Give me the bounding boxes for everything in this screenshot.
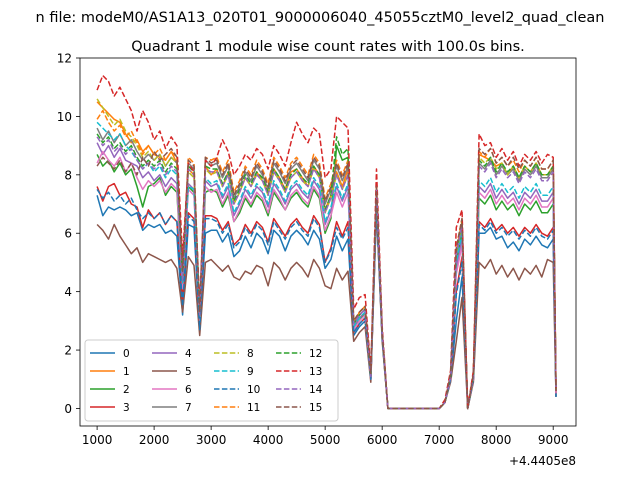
x-tick-label: 5000 bbox=[310, 433, 341, 447]
legend-label: 6 bbox=[185, 384, 192, 396]
y-tick-label: 0 bbox=[64, 402, 72, 416]
legend-label: 5 bbox=[185, 366, 192, 378]
y-tick-label: 6 bbox=[64, 227, 72, 241]
legend-label: 0 bbox=[123, 348, 130, 360]
series-line-15 bbox=[96, 147, 557, 410]
series-line-6 bbox=[96, 150, 557, 410]
series-line-10 bbox=[96, 188, 557, 410]
x-tick-label: 4000 bbox=[253, 433, 284, 447]
series-line-5 bbox=[96, 209, 557, 410]
y-tick-label: 10 bbox=[57, 110, 72, 124]
legend-label: 9 bbox=[247, 366, 254, 378]
x-tick-label: 9000 bbox=[538, 433, 569, 447]
x-tick-label: 6000 bbox=[367, 433, 398, 447]
legend-label: 14 bbox=[309, 384, 323, 396]
y-axis: 0 2 4 6 8 10 12 bbox=[57, 52, 80, 416]
series-line-14 bbox=[96, 136, 557, 410]
x-tick-label: 1000 bbox=[82, 433, 113, 447]
legend-label: 2 bbox=[123, 384, 130, 396]
series-line-2 bbox=[96, 144, 557, 410]
legend-label: 10 bbox=[247, 384, 260, 396]
legend-label: 7 bbox=[185, 402, 192, 414]
axes-frame bbox=[79, 57, 577, 427]
x-offset-label: +4.4405e8 bbox=[509, 454, 576, 468]
series-line-9 bbox=[96, 121, 557, 410]
legend-label: 3 bbox=[123, 402, 130, 414]
y-tick-label: 2 bbox=[64, 344, 72, 358]
legend-label: 1 bbox=[123, 366, 130, 378]
series-layer bbox=[96, 74, 557, 410]
series-line-4 bbox=[96, 142, 557, 410]
series-line-12 bbox=[96, 133, 557, 410]
x-tick-label: 2000 bbox=[139, 433, 170, 447]
legend-label: 13 bbox=[309, 366, 322, 378]
series-line-13 bbox=[96, 74, 557, 410]
legend-label: 15 bbox=[309, 402, 322, 414]
x-tick-label: 3000 bbox=[196, 433, 227, 447]
legend-label: 11 bbox=[247, 402, 260, 414]
legend-frame bbox=[84, 339, 339, 422]
x-axis: 1000 2000 3000 4000 5000 6000 7000 8000 9000 bbox=[82, 426, 569, 447]
y-tick-label: 4 bbox=[64, 285, 72, 299]
legend-label: 4 bbox=[185, 348, 192, 360]
y-tick-label: 8 bbox=[64, 168, 72, 182]
legend-label: 12 bbox=[309, 348, 322, 360]
plot-area bbox=[79, 57, 577, 427]
x-tick-label: 7000 bbox=[424, 433, 455, 447]
x-tick-label: 8000 bbox=[481, 433, 512, 447]
figure-suptitle: n file: modeM0/AS1A13_020T01_9000006040_… bbox=[36, 10, 605, 26]
y-tick-label: 12 bbox=[57, 52, 72, 66]
chart-title: Quadrant 1 module wise count rates with … bbox=[131, 39, 525, 55]
legend-label: 8 bbox=[247, 348, 254, 360]
series-line-0 bbox=[96, 195, 557, 410]
series-line-11 bbox=[96, 109, 557, 410]
